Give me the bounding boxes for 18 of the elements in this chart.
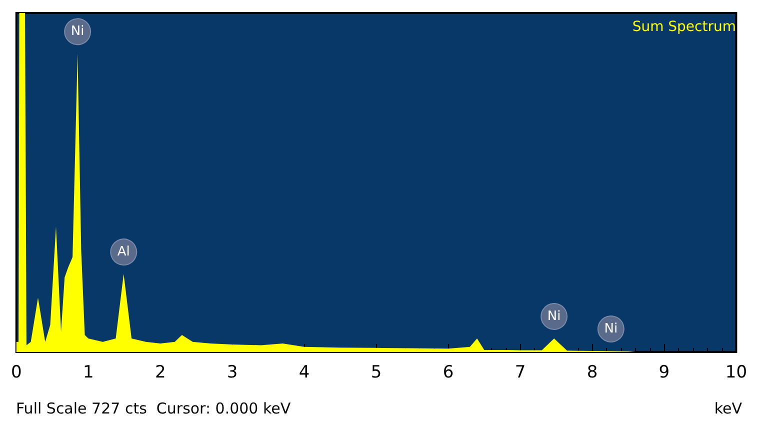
chart-title: Sum Spectrum [632, 19, 736, 35]
x-axis-title: keV [714, 400, 743, 418]
x-tick-label: 0 [10, 362, 22, 382]
x-tick-label: 5 [370, 362, 382, 382]
annotation: Ni [70, 24, 84, 40]
x-tick-label: 1 [82, 362, 94, 382]
x-tick-label: 10 [725, 362, 748, 382]
text: Full Scale 727 cts Cursor: 0.000 keV [16, 400, 292, 418]
annotation: Ni [547, 308, 561, 324]
x-tick-label: 7 [514, 362, 526, 382]
x-tick-label: 8 [586, 362, 598, 382]
annotation: Al [117, 244, 130, 260]
x-tick-label: 3 [226, 362, 238, 382]
annotation: Ni [604, 321, 618, 336]
x-tick-label: 6 [442, 362, 454, 382]
x-tick-label: 4 [298, 362, 310, 382]
x-tick-label: 9 [658, 362, 670, 382]
x-tick-label: 2 [154, 362, 166, 382]
